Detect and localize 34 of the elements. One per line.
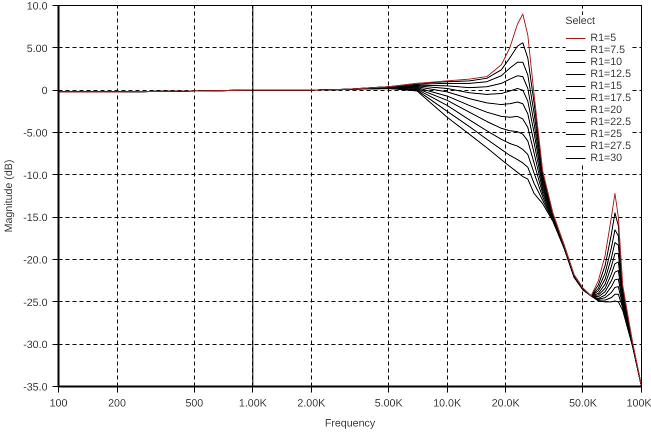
- legend-label: R1=5: [590, 32, 616, 44]
- x-tick-label: 2.00K: [297, 398, 326, 410]
- y-tick-label: -35.0: [23, 382, 48, 394]
- legend-label: R1=7.5: [590, 44, 626, 56]
- x-tick-label: 20.0K: [492, 398, 520, 410]
- y-tick-label: -15.0: [23, 212, 48, 224]
- legend-label: R1=15: [590, 80, 622, 92]
- x-tick-label: 10.0K: [433, 398, 462, 410]
- y-tick-label: -25.0: [23, 296, 48, 309]
- x-axis-title: Frequency: [324, 418, 376, 430]
- legend-label: R1=30: [590, 152, 622, 164]
- legend-label: R1=17.5: [590, 92, 631, 104]
- y-axis-title: Magnitude (dB): [3, 160, 16, 232]
- x-tick-label: 100: [50, 398, 68, 410]
- y-tick-label: -20.0: [23, 254, 48, 266]
- x-tick-label: 500: [185, 398, 204, 410]
- y-tick-label: -30.0: [23, 339, 48, 352]
- x-tick-label: 100K: [626, 398, 651, 410]
- x-tick-label: 50.0K: [569, 398, 597, 410]
- y-tick-label: 0: [42, 85, 48, 98]
- y-tick-label: 10.0: [26, 0, 48, 12]
- legend-label: R1=22.5: [590, 116, 631, 128]
- legend-label: R1=20: [590, 104, 622, 116]
- x-tick-label: 1.00K: [238, 398, 267, 410]
- x-tick-label: 200: [108, 398, 126, 410]
- legend-label: R1=27.5: [590, 140, 631, 152]
- y-tick-label: -5.00: [23, 128, 48, 140]
- y-tick-label: -10.0: [23, 170, 48, 182]
- legend-title: Select: [565, 15, 596, 27]
- y-tick-label: 5.00: [26, 42, 48, 55]
- legend-label: R1=10: [590, 56, 622, 68]
- legend-label: R1=25: [590, 128, 622, 140]
- x-tick-label: 5.00K: [374, 398, 403, 410]
- legend-label: R1=12.5: [590, 68, 631, 80]
